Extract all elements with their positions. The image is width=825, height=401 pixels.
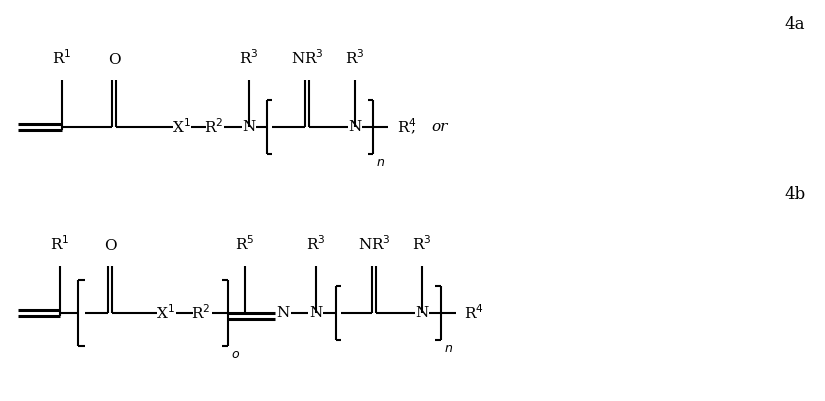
Text: R$^4$: R$^4$ xyxy=(464,304,483,322)
Text: or: or xyxy=(431,120,448,134)
Text: N: N xyxy=(415,306,429,320)
Text: N: N xyxy=(243,120,256,134)
Text: R$^3$: R$^3$ xyxy=(239,48,259,67)
Text: NR$^3$: NR$^3$ xyxy=(290,48,323,67)
Text: O: O xyxy=(108,53,120,67)
Text: N: N xyxy=(309,306,323,320)
Text: NR$^3$: NR$^3$ xyxy=(357,234,390,253)
Text: R$^3$: R$^3$ xyxy=(306,234,326,253)
Text: 4a: 4a xyxy=(785,16,805,33)
Text: $n$: $n$ xyxy=(444,342,453,355)
Text: N: N xyxy=(348,120,361,134)
Text: N: N xyxy=(276,306,290,320)
Text: R$^3$: R$^3$ xyxy=(412,234,431,253)
Text: R$^5$: R$^5$ xyxy=(235,234,255,253)
Text: X$^1$: X$^1$ xyxy=(156,304,174,322)
Text: R$^4$: R$^4$ xyxy=(397,117,417,136)
Text: O: O xyxy=(104,239,116,253)
Text: R$^2$: R$^2$ xyxy=(205,117,224,136)
Text: $o$: $o$ xyxy=(231,348,240,361)
Text: $n$: $n$ xyxy=(376,156,385,169)
Text: R$^3$: R$^3$ xyxy=(345,48,365,67)
Text: R$^1$: R$^1$ xyxy=(52,48,72,67)
Text: ,: , xyxy=(411,120,416,134)
Text: X$^1$: X$^1$ xyxy=(172,117,191,136)
Text: R$^2$: R$^2$ xyxy=(191,304,210,322)
Text: R$^1$: R$^1$ xyxy=(50,234,69,253)
Text: 4b: 4b xyxy=(785,186,806,203)
